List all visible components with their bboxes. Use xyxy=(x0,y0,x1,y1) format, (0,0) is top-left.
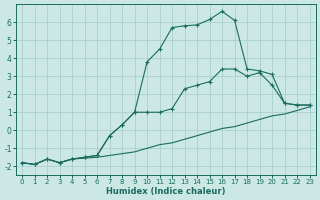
X-axis label: Humidex (Indice chaleur): Humidex (Indice chaleur) xyxy=(106,187,226,196)
